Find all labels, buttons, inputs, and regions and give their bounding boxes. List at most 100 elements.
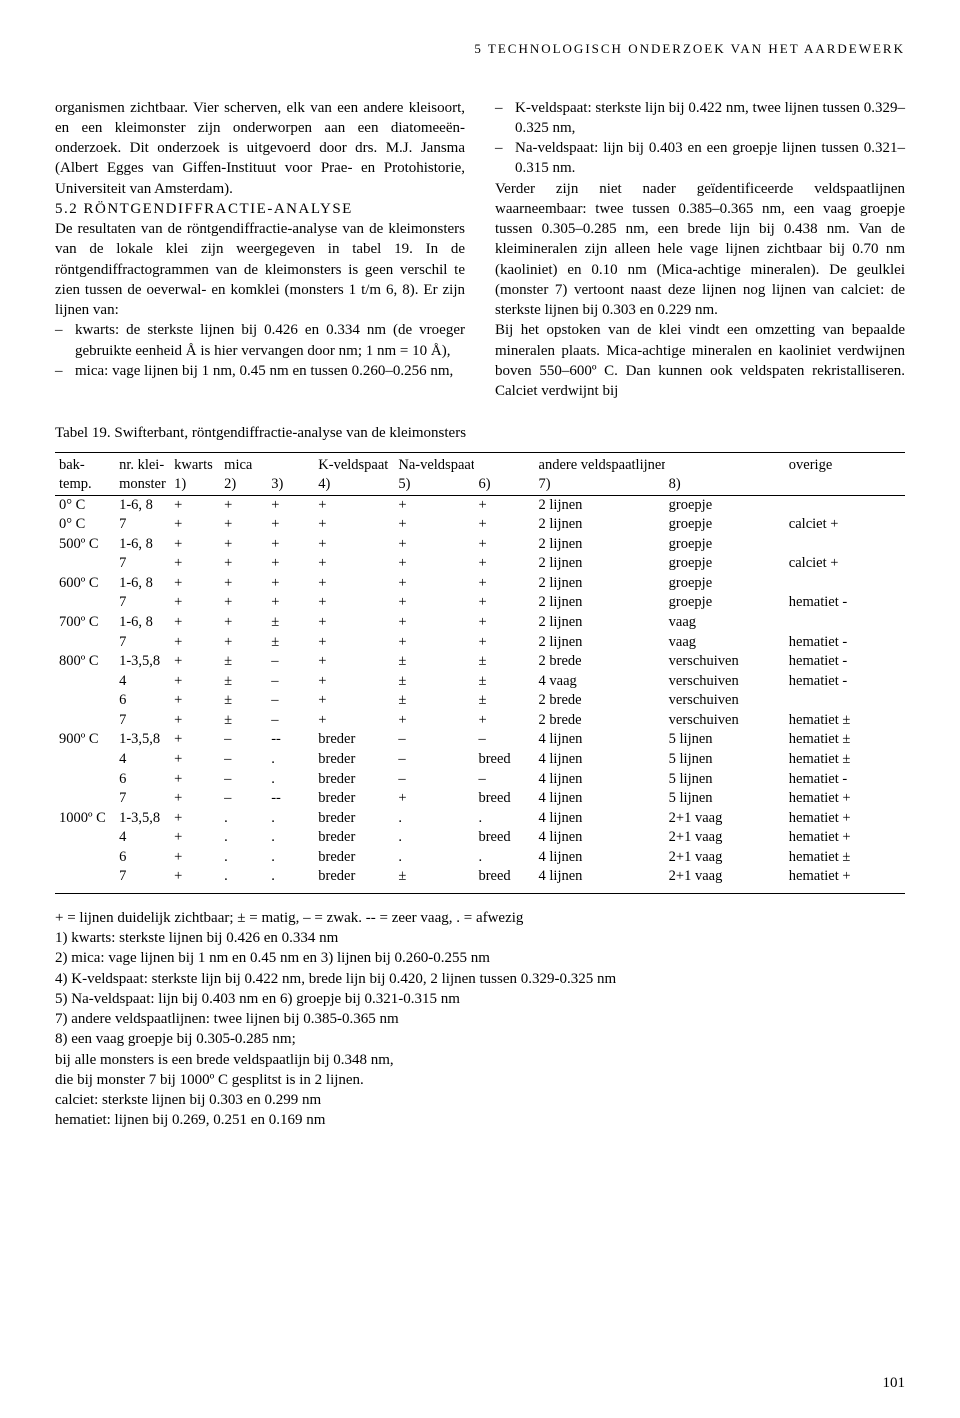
table-cell — [55, 848, 115, 868]
table-cell: 5 lijnen — [665, 730, 785, 750]
table-cell: + — [220, 633, 267, 653]
table-cell: hematiet + — [785, 867, 905, 887]
table-cell: + — [170, 789, 220, 809]
table-cell: groepje — [665, 515, 785, 535]
table-header-cell — [267, 456, 314, 476]
table-cell: – — [220, 770, 267, 790]
table-row: 1000º C1-3,5,8+..breder..4 lijnen2+1 vaa… — [55, 809, 905, 829]
list-item-mica: mica: vage lijnen bij 1 nm, 0.45 nm en t… — [55, 361, 465, 381]
table-cell: ± — [220, 691, 267, 711]
table-cell: . — [267, 770, 314, 790]
table-cell: 7 — [115, 593, 170, 613]
table-cell: groepje — [665, 593, 785, 613]
table-header-row-2: temp.monster1)2)3)4)5)6)7)8) — [55, 475, 905, 495]
table-row: 6+±–+±±2 bredeverschuiven — [55, 691, 905, 711]
table-cell: + — [220, 535, 267, 555]
table-row: 0° C7++++++2 lijnengroepjecalciet + — [55, 515, 905, 535]
table-cell: 7 — [115, 711, 170, 731]
table-cell: verschuiven — [665, 691, 785, 711]
table-row: 4+..breder.breed4 lijnen2+1 vaaghematiet… — [55, 828, 905, 848]
table-cell: hematiet ± — [785, 711, 905, 731]
table-header-cell: temp. — [55, 475, 115, 495]
table-cell: 6 — [115, 770, 170, 790]
table-cell: + — [474, 711, 534, 731]
footnote-12: hematiet: lijnen bij 0.269, 0.251 en 0.1… — [55, 1110, 905, 1130]
list-item-kwarts: kwarts: de sterkste lijnen bij 0.426 en … — [55, 320, 465, 361]
table-cell: vaag — [665, 633, 785, 653]
table-row: 6+–.breder––4 lijnen5 lijnenhematiet - — [55, 770, 905, 790]
footnote-legend: + = lijnen duidelijk zichtbaar; ± = mati… — [55, 908, 905, 928]
table-cell: 1-3,5,8 — [115, 730, 170, 750]
table-cell: 1-6, 8 — [115, 535, 170, 555]
table-cell: 4 lijnen — [535, 848, 665, 868]
table-row: 4+±–+±±4 vaagverschuivenhematiet - — [55, 672, 905, 692]
table-cell: calciet + — [785, 554, 905, 574]
table-cell: breder — [314, 750, 394, 770]
table-header-cell: 3) — [267, 475, 314, 495]
table-cell: + — [314, 633, 394, 653]
table-header-cell: kwarts — [170, 456, 220, 476]
table-cell: hematiet + — [785, 809, 905, 829]
table-rule-bottom — [55, 893, 905, 894]
table-cell: + — [314, 691, 394, 711]
table-cell: + — [267, 495, 314, 515]
table-cell: 4 lijnen — [535, 828, 665, 848]
table-cell: 2 brede — [535, 652, 665, 672]
table-cell: + — [314, 554, 394, 574]
table-cell — [55, 770, 115, 790]
table-cell: . — [267, 828, 314, 848]
table-row: 800º C1-3,5,8+±–+±±2 bredeverschuivenhem… — [55, 652, 905, 672]
table-cell — [55, 691, 115, 711]
table-cell: + — [267, 515, 314, 535]
table-cell: 2 lijnen — [535, 633, 665, 653]
table-cell: + — [474, 554, 534, 574]
table-cell: 4 — [115, 672, 170, 692]
table-cell: verschuiven — [665, 652, 785, 672]
table-rule-top — [55, 452, 905, 453]
table-cell: 4 lijnen — [535, 730, 665, 750]
table-header-cell: Na-veldspaat — [394, 456, 474, 476]
table-cell: 6 — [115, 691, 170, 711]
table-cell: 2+1 vaag — [665, 848, 785, 868]
section-heading-5-2: 5.2 RÖNTGENDIFFRACTIE-ANALYSE — [55, 199, 465, 219]
table-cell: + — [394, 711, 474, 731]
running-header: 5 TECHNOLOGISCH ONDERZOEK VAN HET AARDEW… — [55, 40, 905, 58]
table-cell — [55, 672, 115, 692]
table-cell: 2 lijnen — [535, 515, 665, 535]
table-cell: ± — [220, 652, 267, 672]
table-cell: + — [170, 515, 220, 535]
paragraph-3: Verder zijn niet nader geïdentificeerde … — [495, 179, 905, 321]
table-header-cell — [665, 456, 785, 476]
data-table: bak-nr. klei-kwartsmicaK-veldspaatNa-vel… — [55, 456, 905, 887]
table-header-cell: 1) — [170, 475, 220, 495]
table-cell — [55, 789, 115, 809]
table-cell: + — [394, 613, 474, 633]
table-cell: + — [170, 711, 220, 731]
table-cell: 700º C — [55, 613, 115, 633]
table-row: 6+..breder..4 lijnen2+1 vaaghematiet ± — [55, 848, 905, 868]
table-cell: hematiet - — [785, 652, 905, 672]
table-header-cell: nr. klei- — [115, 456, 170, 476]
table-header-cell: 4) — [314, 475, 394, 495]
table-cell: breed — [474, 750, 534, 770]
table-header-cell: 7) — [535, 475, 665, 495]
footnote-4: 4) K-veldspaat: sterkste lijn bij 0.422 … — [55, 969, 905, 989]
table-cell: ± — [267, 633, 314, 653]
table-row: 900º C1-3,5,8+–--breder––4 lijnen5 lijne… — [55, 730, 905, 750]
table-cell: 2 lijnen — [535, 554, 665, 574]
table-cell: + — [170, 867, 220, 887]
table-cell: ± — [220, 672, 267, 692]
table-header-cell: mica — [220, 456, 267, 476]
table-cell: + — [394, 593, 474, 613]
table-cell: ± — [394, 867, 474, 887]
table-cell: 7 — [115, 515, 170, 535]
table-cell: 4 — [115, 828, 170, 848]
table-cell: + — [170, 613, 220, 633]
table-cell: 1-3,5,8 — [115, 809, 170, 829]
table-cell: + — [220, 574, 267, 594]
table-header-cell — [474, 456, 534, 476]
table-header-cell: 5) — [394, 475, 474, 495]
table-cell: + — [170, 848, 220, 868]
table-cell: 2 lijnen — [535, 613, 665, 633]
table-cell: 2 lijnen — [535, 593, 665, 613]
